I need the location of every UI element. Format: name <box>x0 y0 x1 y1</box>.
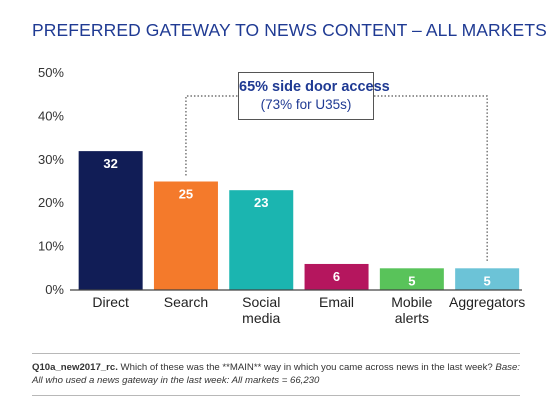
bar <box>78 151 143 290</box>
category-label: alerts <box>395 310 429 326</box>
category-label: media <box>242 310 280 326</box>
category-label: Email <box>319 294 354 310</box>
bar-data-label: 23 <box>254 195 268 210</box>
y-tick-label: 10% <box>38 239 64 254</box>
bar-data-label: 32 <box>103 156 117 171</box>
callout-right-connector <box>374 95 488 263</box>
chart-title: PREFERRED GATEWAY TO NEWS CONTENT – ALL … <box>32 20 547 40</box>
bar-data-label: 6 <box>333 269 340 284</box>
footnote: Q10a_new2017_rc. Which of these was the … <box>32 362 522 387</box>
y-tick-label: 40% <box>38 108 64 123</box>
footnote-question-id: Q10a_new2017_rc. <box>32 362 118 373</box>
y-tick-label: 50% <box>38 65 64 80</box>
category-label: Direct <box>92 294 129 310</box>
bar-data-label: 5 <box>484 273 491 288</box>
callout-main-text: 65% side door access <box>239 79 390 95</box>
y-tick-label: 20% <box>38 195 64 210</box>
callout-sub-text: (73% for U35s) <box>260 97 352 112</box>
bar <box>304 263 369 290</box>
bar-data-label: 25 <box>179 187 193 202</box>
bar <box>229 190 294 290</box>
side-door-callout: 65% side door access (73% for U35s) <box>238 72 390 120</box>
footnote-base: Base: All who used a news gateway in the… <box>32 362 520 386</box>
category-label: Social <box>242 294 280 310</box>
footnote-bottom-rule <box>32 395 520 396</box>
bar <box>455 268 520 290</box>
bar-chart: 0% 10% 20% 30% 40% 50% 32 Direct 25 Search 23 Socia… <box>38 65 525 326</box>
bar-data-label: 5 <box>408 273 415 288</box>
bar <box>153 181 218 290</box>
footnote-question-text: Which of these was the **MAIN** way in w… <box>117 362 496 373</box>
callout-left-connector <box>185 95 238 176</box>
category-label: Aggregators <box>449 294 525 310</box>
footnote-top-rule <box>32 353 520 354</box>
y-tick-label: 0% <box>45 282 64 297</box>
category-label: Mobile <box>391 294 432 310</box>
bar <box>379 268 444 290</box>
y-tick-label: 30% <box>38 152 64 167</box>
category-label: Search <box>164 294 208 310</box>
